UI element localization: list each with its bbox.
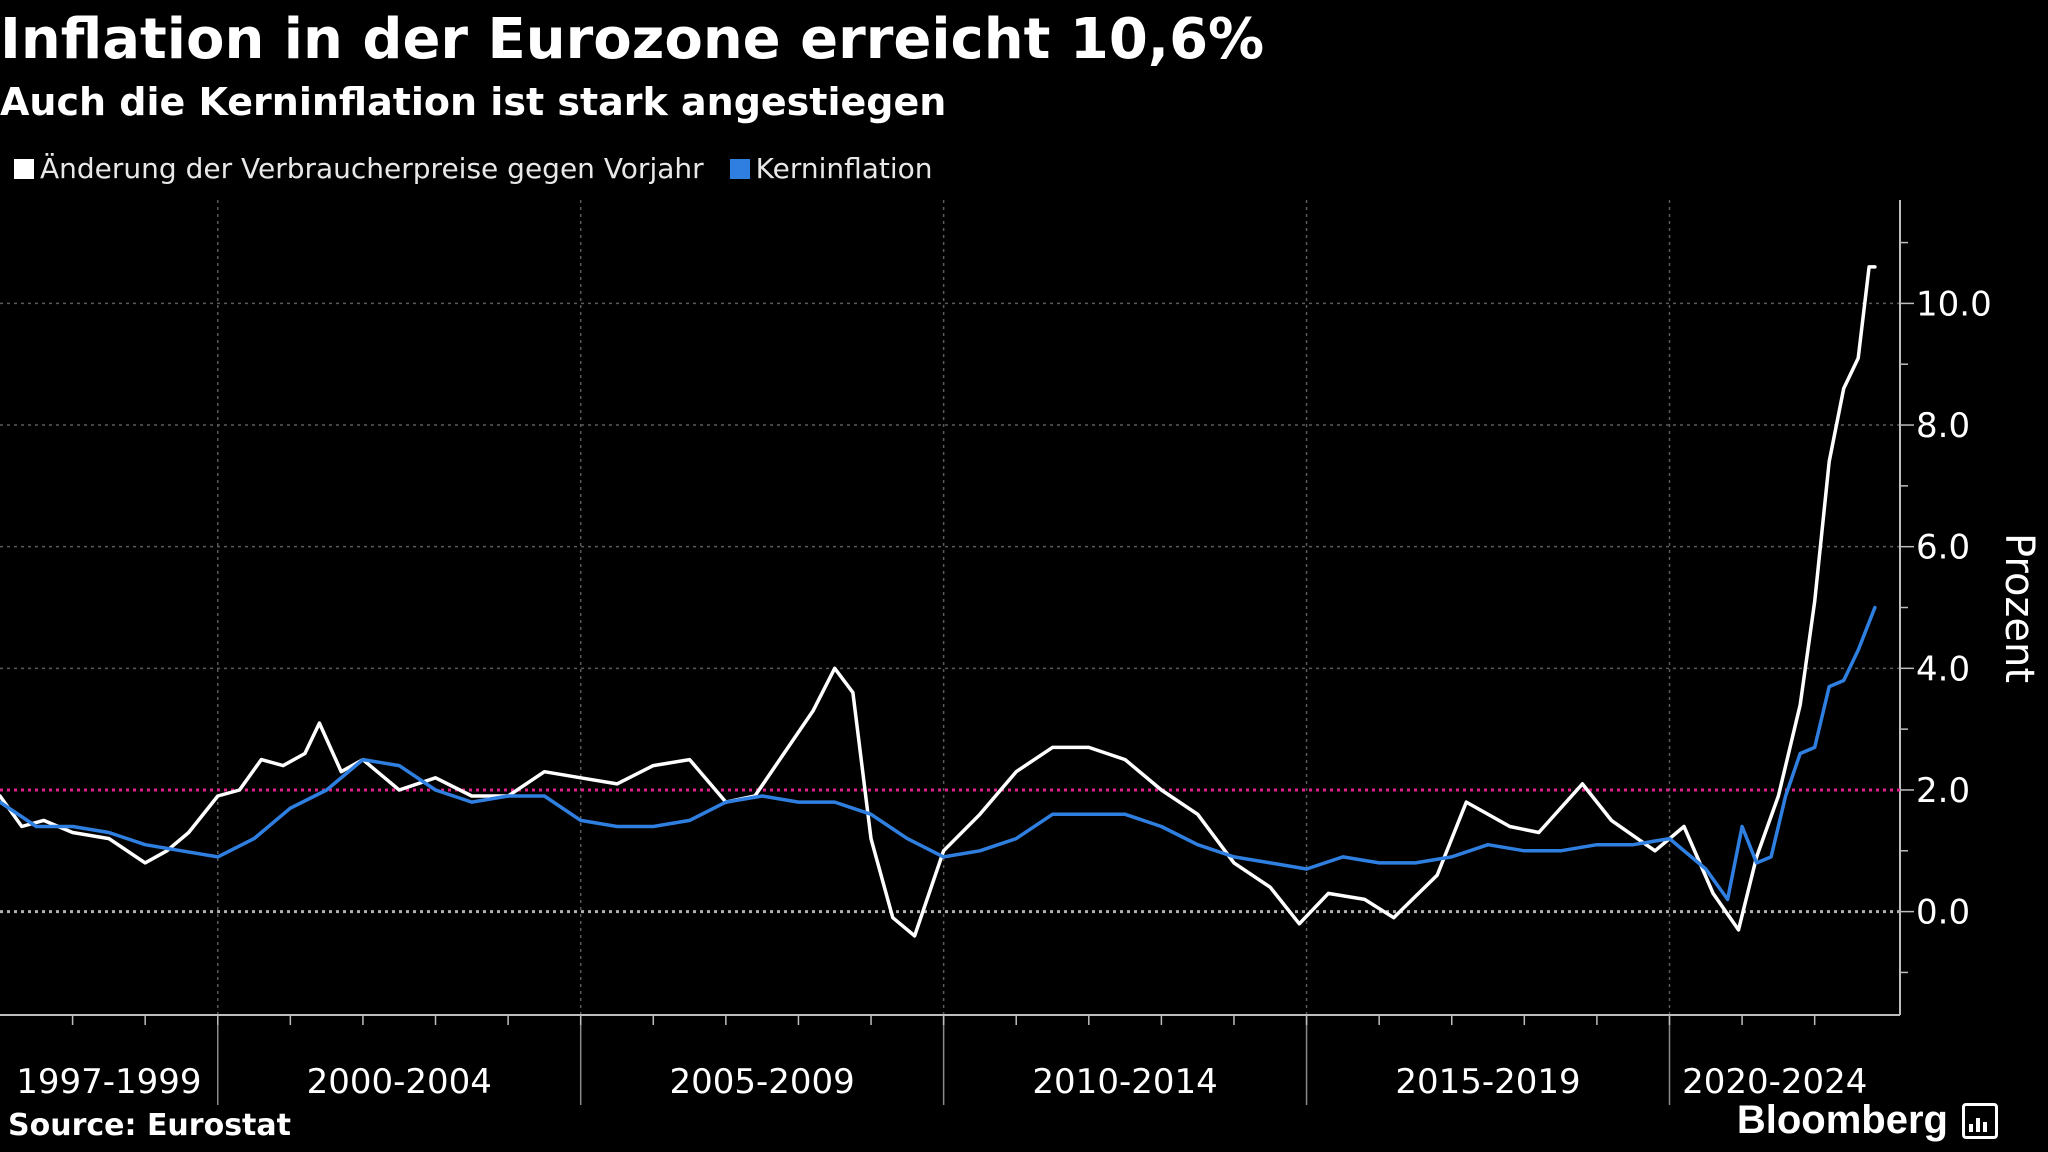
series-line-core-inflation: [0, 605, 1877, 902]
legend-item-core: Kerninflation: [729, 152, 933, 185]
y-tick-label: 2.0: [1916, 771, 1970, 811]
y-axis-title: Prozent: [1996, 533, 2042, 683]
y-tick-label: 8.0: [1916, 406, 1970, 446]
chart-subtitle: Auch die Kerninflation ist stark angesti…: [0, 80, 947, 124]
legend-label-headline: Änderung der Verbraucherpreise gegen Vor…: [40, 152, 704, 185]
brand-name: Bloomberg: [1736, 1098, 1948, 1142]
y-tick-label: 10.0: [1916, 284, 1992, 324]
legend-label-core: Kerninflation: [755, 152, 933, 185]
x-tick-label: 2000-2004: [307, 1062, 492, 1102]
x-tick-label: 2005-2009: [669, 1062, 854, 1102]
x-tick-label: 2020-2024: [1682, 1062, 1867, 1102]
legend-swatch-core: [729, 158, 750, 179]
terminal-icon: [1962, 1102, 1998, 1139]
x-tick-label: 2010-2014: [1032, 1062, 1217, 1102]
source-note: Source: Eurostat: [8, 1108, 291, 1143]
y-tick-label: 0.0: [1916, 893, 1970, 933]
chart-title: Inflation in der Eurozone erreicht 10,6%: [0, 7, 1265, 72]
legend-item-headline: Änderung der Verbraucherpreise gegen Vor…: [14, 152, 704, 185]
y-tick-label: 4.0: [1916, 649, 1970, 689]
x-tick-label: 2015-2019: [1395, 1062, 1580, 1102]
x-tick-label: 1997-1999: [16, 1062, 201, 1102]
series-line-headline-inflation: [0, 265, 1877, 938]
legend: Änderung der Verbraucherpreise gegen Vor…: [14, 152, 959, 185]
brand-logo: Bloomberg: [1737, 1098, 1998, 1143]
legend-swatch-headline: [14, 158, 34, 179]
y-tick-label: 6.0: [1916, 528, 1970, 568]
